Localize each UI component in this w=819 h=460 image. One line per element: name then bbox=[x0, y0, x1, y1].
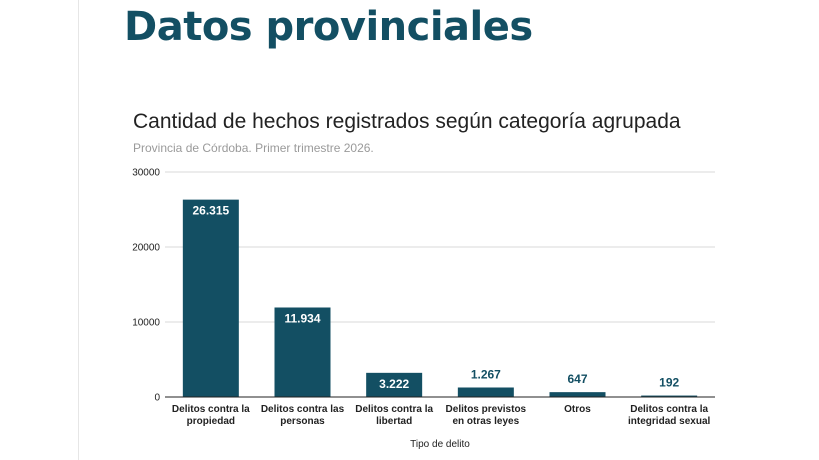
x-category-label: personas bbox=[280, 416, 325, 427]
bar bbox=[641, 395, 698, 397]
bar bbox=[274, 307, 331, 397]
bar-value-label: 192 bbox=[659, 376, 679, 390]
chart-subtitle: Provincia de Córdoba. Primer trimestre 2… bbox=[133, 141, 374, 155]
bar-value-label: 26.315 bbox=[192, 204, 229, 218]
y-tick-label: 10000 bbox=[132, 318, 160, 329]
x-category-label: Delitos contra la bbox=[630, 404, 708, 415]
x-category-label: Delitos contra las bbox=[261, 404, 345, 415]
y-tick-label: 0 bbox=[154, 393, 160, 404]
bar bbox=[457, 387, 514, 397]
y-tick-label: 20000 bbox=[132, 243, 160, 254]
x-category-label: integridad sexual bbox=[628, 416, 710, 427]
x-category-label: Otros bbox=[564, 404, 591, 415]
page-title: Datos provinciales bbox=[124, 4, 533, 50]
bar bbox=[549, 392, 606, 397]
chart-title: Cantidad de hechos registrados según cat… bbox=[133, 110, 681, 133]
bar-value-label: 3.222 bbox=[379, 377, 409, 391]
x-category-label: Delitos contra la bbox=[172, 404, 250, 415]
page-left-rule bbox=[78, 0, 79, 460]
bar bbox=[366, 372, 423, 397]
x-category-label: en otras leyes bbox=[452, 416, 519, 427]
y-tick-label: 30000 bbox=[132, 168, 160, 179]
bar-value-label: 11.934 bbox=[284, 311, 320, 325]
bar-value-label: 1.267 bbox=[471, 367, 501, 381]
x-category-label: Delitos previstos bbox=[446, 404, 527, 415]
x-category-label: libertad bbox=[376, 416, 412, 427]
x-category-label: Delitos contra la bbox=[355, 404, 433, 415]
x-category-label: propiedad bbox=[187, 416, 235, 427]
bar-value-label: 647 bbox=[567, 372, 587, 386]
bar bbox=[182, 199, 239, 397]
x-axis-title: Tipo de delito bbox=[410, 439, 470, 450]
